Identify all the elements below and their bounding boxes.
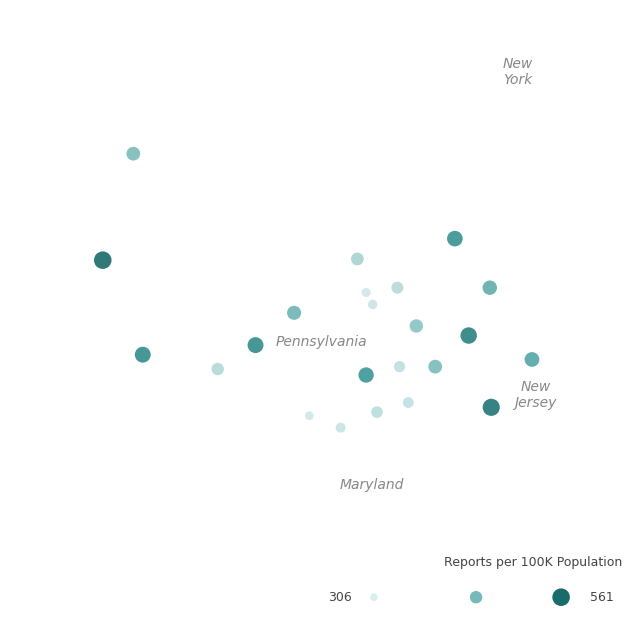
Text: New
Jersey: New Jersey bbox=[514, 380, 557, 411]
Point bbox=[394, 362, 404, 372]
Point bbox=[464, 331, 474, 341]
Point bbox=[137, 350, 148, 360]
Point bbox=[361, 287, 371, 297]
Point bbox=[403, 398, 413, 408]
Text: New
York: New York bbox=[502, 57, 533, 88]
Point bbox=[392, 283, 403, 293]
Point bbox=[250, 340, 261, 350]
Text: 561: 561 bbox=[590, 591, 614, 603]
Text: 306: 306 bbox=[328, 591, 352, 603]
Point bbox=[289, 308, 299, 318]
Point bbox=[98, 255, 108, 265]
Point bbox=[213, 364, 223, 374]
Point bbox=[450, 233, 460, 244]
Text: Maryland: Maryland bbox=[340, 478, 404, 492]
Text: Pennsylvania: Pennsylvania bbox=[275, 334, 367, 349]
Point bbox=[352, 254, 363, 264]
Point bbox=[336, 423, 346, 433]
Point bbox=[486, 403, 496, 413]
Text: Reports per 100K Population: Reports per 100K Population bbox=[444, 556, 622, 569]
Point bbox=[128, 149, 139, 159]
Point bbox=[372, 407, 382, 417]
Point bbox=[411, 321, 421, 331]
Point bbox=[527, 354, 537, 364]
Point bbox=[430, 362, 440, 372]
Point bbox=[361, 370, 371, 380]
Point bbox=[485, 283, 495, 293]
Point bbox=[367, 299, 377, 309]
Point bbox=[304, 411, 315, 421]
